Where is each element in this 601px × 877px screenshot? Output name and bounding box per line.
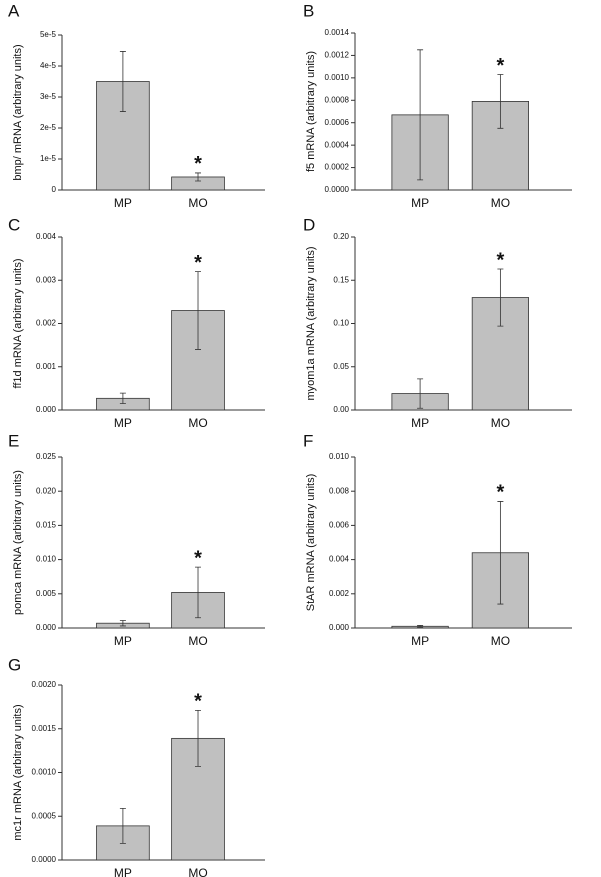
x-tick-label: MO bbox=[188, 866, 207, 877]
y-tick-label: 0.008 bbox=[329, 486, 350, 495]
y-tick-label: 0.000 bbox=[329, 623, 350, 632]
x-tick-label: MP bbox=[411, 416, 429, 430]
y-tick-label: 0.0014 bbox=[325, 28, 350, 37]
y-tick-label: 0.004 bbox=[329, 555, 350, 564]
y-tick-label: 0.20 bbox=[333, 232, 349, 241]
y-tick-label: 0.002 bbox=[36, 319, 57, 328]
x-tick-label: MP bbox=[114, 196, 132, 210]
y-tick-label: 0.005 bbox=[36, 589, 57, 598]
error-bar bbox=[417, 625, 424, 628]
x-tick-label: MO bbox=[188, 196, 207, 210]
y-tick-label: 0.000 bbox=[36, 405, 57, 414]
significance-marker: * bbox=[194, 691, 202, 713]
y-tick-label: 0.0002 bbox=[325, 163, 350, 172]
y-tick-label: 0.0010 bbox=[32, 768, 57, 777]
x-tick-label: MP bbox=[411, 634, 429, 648]
panel-letter: C bbox=[8, 215, 20, 234]
error-bar bbox=[417, 49, 424, 181]
y-tick-label: 0.020 bbox=[36, 486, 57, 495]
y-tick-label: 0.006 bbox=[329, 521, 350, 530]
y-tick-label: 0.05 bbox=[333, 362, 349, 371]
x-tick-label: MP bbox=[114, 634, 132, 648]
significance-marker: * bbox=[496, 482, 504, 504]
y-axis-label: bmp/ mRNA (arbitrary units) bbox=[12, 44, 24, 180]
y-tick-label: 0.0020 bbox=[32, 680, 57, 689]
error-bar bbox=[119, 807, 126, 844]
error-bar bbox=[119, 620, 126, 627]
y-axis-label: mc1r mRNA (arbitrary units) bbox=[12, 704, 24, 840]
y-tick-label: 0.15 bbox=[333, 275, 349, 284]
significance-marker: * bbox=[496, 249, 504, 271]
x-tick-label: MO bbox=[188, 634, 207, 648]
significance-marker: * bbox=[194, 252, 202, 274]
significance-marker: * bbox=[194, 547, 202, 569]
y-tick-label: 0.0008 bbox=[325, 95, 350, 104]
y-tick-label: 0.0000 bbox=[32, 855, 57, 864]
panel-letter: E bbox=[8, 431, 19, 450]
y-tick-label: 0.004 bbox=[36, 232, 57, 241]
y-axis-label: f5 mRNA (arbitrary units) bbox=[305, 51, 317, 172]
error-bar bbox=[195, 709, 202, 767]
y-axis-label: ff1d mRNA (arbitrary units) bbox=[12, 258, 24, 388]
y-tick-label: 0.002 bbox=[329, 589, 350, 598]
x-tick-label: MP bbox=[411, 196, 429, 210]
y-tick-label: 0.000 bbox=[36, 623, 57, 632]
y-tick-label: 0.0000 bbox=[325, 185, 350, 194]
y-tick-label: 0 bbox=[52, 185, 57, 194]
error-bar bbox=[195, 566, 202, 619]
x-tick-label: MO bbox=[491, 196, 510, 210]
error-bar bbox=[417, 378, 424, 409]
y-tick-label: 0.0015 bbox=[32, 724, 57, 733]
y-tick-label: 0.0012 bbox=[325, 51, 350, 60]
panel-letter: F bbox=[303, 431, 313, 450]
x-tick-label: MP bbox=[114, 416, 132, 430]
y-axis-label: pomca mRNA (arbitrary units) bbox=[12, 470, 24, 615]
error-bar bbox=[497, 268, 504, 327]
error-bar bbox=[497, 74, 504, 129]
y-tick-label: 0.010 bbox=[36, 555, 57, 564]
y-tick-label: 1e-5 bbox=[40, 154, 57, 163]
y-tick-label: 0.003 bbox=[36, 275, 57, 284]
y-tick-label: 2e-5 bbox=[40, 123, 57, 132]
significance-marker: * bbox=[496, 55, 504, 77]
error-bar bbox=[119, 392, 126, 404]
y-tick-label: 0.0005 bbox=[32, 811, 57, 820]
y-axis-label: StAR mRNA (arbitrary units) bbox=[305, 474, 317, 612]
y-tick-label: 0.001 bbox=[36, 362, 57, 371]
x-tick-label: MO bbox=[188, 416, 207, 430]
x-tick-label: MP bbox=[114, 866, 132, 877]
error-bar bbox=[195, 271, 202, 350]
y-tick-label: 0.010 bbox=[329, 452, 350, 461]
panel-letter: A bbox=[8, 1, 20, 20]
x-tick-label: MO bbox=[491, 416, 510, 430]
y-tick-label: 0.0010 bbox=[325, 73, 350, 82]
y-tick-label: 0.00 bbox=[333, 405, 349, 414]
panel-letter: G bbox=[8, 655, 21, 674]
y-tick-label: 5e-5 bbox=[40, 30, 57, 39]
y-tick-label: 4e-5 bbox=[40, 61, 57, 70]
y-tick-label: 0.015 bbox=[36, 521, 57, 530]
panel-letter: B bbox=[303, 1, 314, 20]
y-tick-label: 0.10 bbox=[333, 319, 349, 328]
panel-letter: D bbox=[303, 215, 315, 234]
error-bar bbox=[195, 172, 202, 182]
significance-marker: * bbox=[194, 153, 202, 175]
y-tick-label: 0.0006 bbox=[325, 118, 350, 127]
y-axis-label: myom1a mRNA (arbitrary units) bbox=[305, 246, 317, 400]
error-bar bbox=[497, 501, 504, 605]
y-tick-label: 3e-5 bbox=[40, 92, 57, 101]
y-tick-label: 0.025 bbox=[36, 452, 57, 461]
error-bar bbox=[119, 51, 126, 112]
x-tick-label: MO bbox=[491, 634, 510, 648]
y-tick-label: 0.0004 bbox=[325, 140, 350, 149]
